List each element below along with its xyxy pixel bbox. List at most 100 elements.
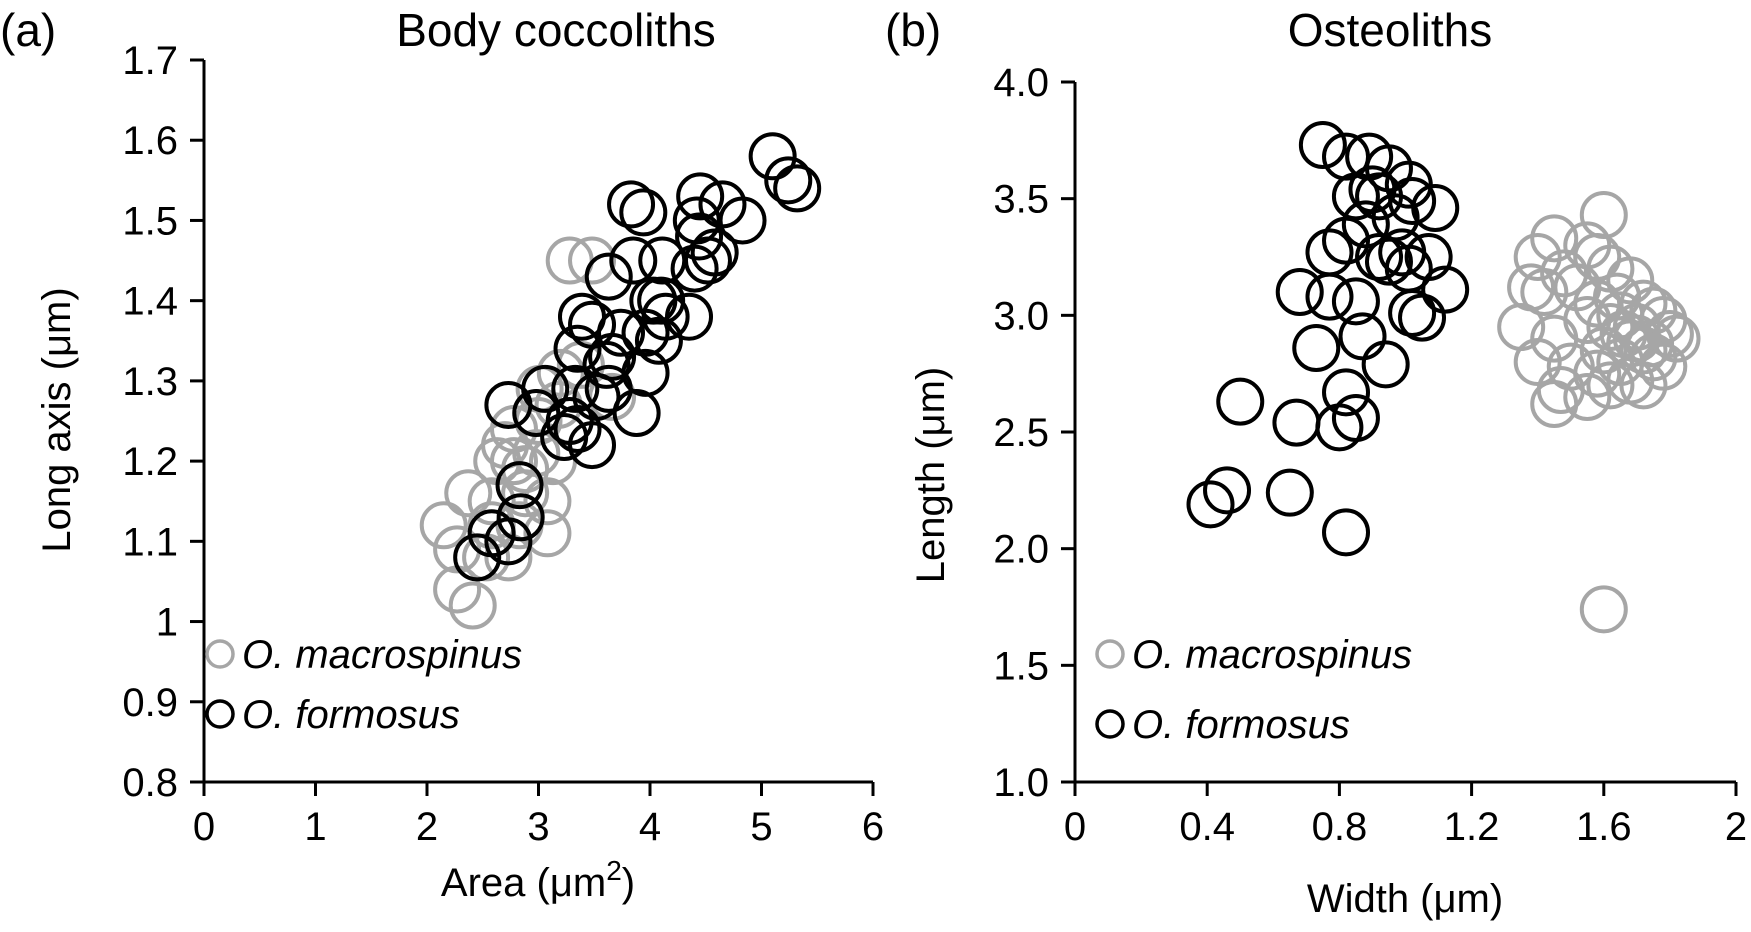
legend-label-macrospinus: O. macrospinus [1132,633,1412,677]
panel-a-legend: O. macrospinus O. formosus [205,633,522,737]
panel-b-point-formosus [1265,468,1314,517]
panel-b-point-formosus [1398,293,1447,342]
panel-a-x-tick-label: 3 [527,805,549,849]
panel-a-point-formosus [612,388,661,437]
panel-a-point-formosus [619,188,668,237]
panel-a-y-tick-label: 1.2 [122,440,178,484]
panel-a-point-formosus [748,132,797,181]
panel-b-point-macrospinus [1536,366,1585,414]
panel-a-point-formosus [568,300,617,349]
panel-a-x-tick-label: 2 [416,805,438,849]
panel-a-point-formosus [773,164,822,213]
panel-b-x-tick-label: 2 [1725,805,1747,849]
panel-a-point-macrospinus [448,581,497,630]
panel-b-y-tick-label: 4.0 [993,61,1049,105]
panel-a-y-tick-label: 0.8 [122,761,178,805]
panel-b-point-formosus [1355,233,1404,281]
panel-a-point-formosus [568,421,617,470]
panel-b-y-tick-label: 2.0 [993,528,1049,572]
panel-b-point-formosus [1361,340,1410,389]
panel-b-x-tick-label: 0 [1064,805,1086,849]
panel-b-point-macrospinus [1599,310,1648,358]
panel-b-x-tick-label: 0.4 [1179,805,1235,849]
panel-a-body-coccoliths: (a) Body coccoliths Long axis (μm) Area … [0,4,884,905]
panel-b-point-macrospinus [1563,373,1612,421]
legend-marker-macrospinus [1095,639,1125,669]
panel-b-y-tick-label: 1.5 [993,644,1049,688]
legend-marker-formosus [205,699,235,729]
panel-a-y-tick-label: 1 [156,601,178,645]
legend-label-formosus: O. formosus [1132,703,1350,747]
panel-a-point-formosus [495,461,544,510]
panel-a-point-formosus [584,364,633,413]
panel-b-point-formosus [1275,268,1324,316]
panel-a-y-tick-label: 1.6 [122,119,178,163]
panel-a-point-formosus [551,364,600,413]
panel-a-point-formosus [540,413,589,462]
panel-b-y-tick-label: 1.0 [993,761,1049,805]
panel-b-legend: O. macrospinus O. formosus [1095,633,1412,747]
panel-a-point-formosus [453,533,502,582]
panel-b-point-formosus [1216,377,1265,426]
panel-b-point-formosus [1322,368,1371,417]
panel-b-point-formosus [1203,466,1252,515]
panel-b-y-axis-title: Length (μm) [909,367,953,583]
panel-b-point-macrospinus [1586,361,1635,410]
panel-b-point-formosus [1322,508,1371,557]
panel-b-point-formosus [1331,394,1380,442]
legend-marker-macrospinus [205,639,235,669]
panel-a-x-tick-label: 0 [193,805,215,849]
panel-b-point-formosus [1364,237,1413,286]
panel-b-label: (b) [885,4,941,56]
panel-a-y-tick-label: 1.5 [122,199,178,243]
panel-b-point-formosus [1331,277,1380,326]
panel-a-label: (a) [0,4,56,56]
panel-b-point-macrospinus [1573,233,1622,281]
panel-a-point-formosus [607,180,656,229]
panel-b-point-formosus [1292,324,1341,372]
panel-a-x-axis-title-sup: 2 [606,855,622,886]
panel-a-point-formosus [621,308,670,357]
panel-a-y-tick-label: 1.7 [122,39,178,83]
panel-a-point-formosus [484,517,533,566]
panel-b-point-formosus [1186,480,1235,529]
panel-a-x-tick-label: 6 [862,805,884,849]
panel-a-point-macrospinus [444,469,493,518]
panel-a-y-tick-label: 1.4 [122,280,178,324]
panel-a-x-tick-label: 5 [750,805,772,849]
panel-a-point-formosus [665,292,714,341]
panel-a-y-tick-label: 0.9 [122,681,178,725]
panel-b-x-tick-label: 1.2 [1444,805,1500,849]
legend-label-formosus: O. formosus [242,693,460,737]
panel-a-point-macrospinus [467,477,516,526]
panel-a-x-axis-title-end: ) [622,861,635,905]
panel-b-x-axis-title: Width (μm) [1307,877,1503,921]
legend-label-macrospinus: O. macrospinus [242,633,522,677]
panel-a-point-macrospinus [568,236,617,285]
panel-b-point-formosus [1388,177,1437,225]
panel-b-point-formosus [1272,398,1321,447]
panel-a-point-macrospinus [536,348,585,397]
panel-b-x-tick-label: 1.6 [1576,805,1632,849]
panel-a-point-formosus [634,316,683,365]
panel-a-point-formosus [676,172,725,221]
panel-b-y-tick-label: 3.5 [993,178,1049,222]
panel-b-point-macrospinus [1513,233,1562,281]
panel-a-x-axis-title-main: Area (μm [441,861,606,905]
panel-b-point-macrospinus [1579,585,1628,634]
panel-b-x-tick-label: 0.8 [1312,805,1368,849]
panel-a-point-formosus [609,236,658,285]
panel-a-x-tick-label: 4 [639,805,661,849]
panel-b-point-macrospinus [1530,214,1579,263]
panel-a-point-formosus [484,380,533,429]
panel-b-point-macrospinus [1626,319,1675,368]
panel-a-point-formosus [512,388,561,437]
panel-a-point-formosus [670,244,719,293]
panel-a-point-formosus [597,308,646,357]
panel-b-title: Osteoliths [1288,4,1493,56]
panel-b-point-formosus [1298,121,1347,169]
panel-a-point-formosus [496,493,545,542]
panel-a-title: Body coccoliths [396,4,716,56]
panel-a-point-macrospinus [419,501,468,550]
panel-a-point-macrospinus [501,469,550,518]
